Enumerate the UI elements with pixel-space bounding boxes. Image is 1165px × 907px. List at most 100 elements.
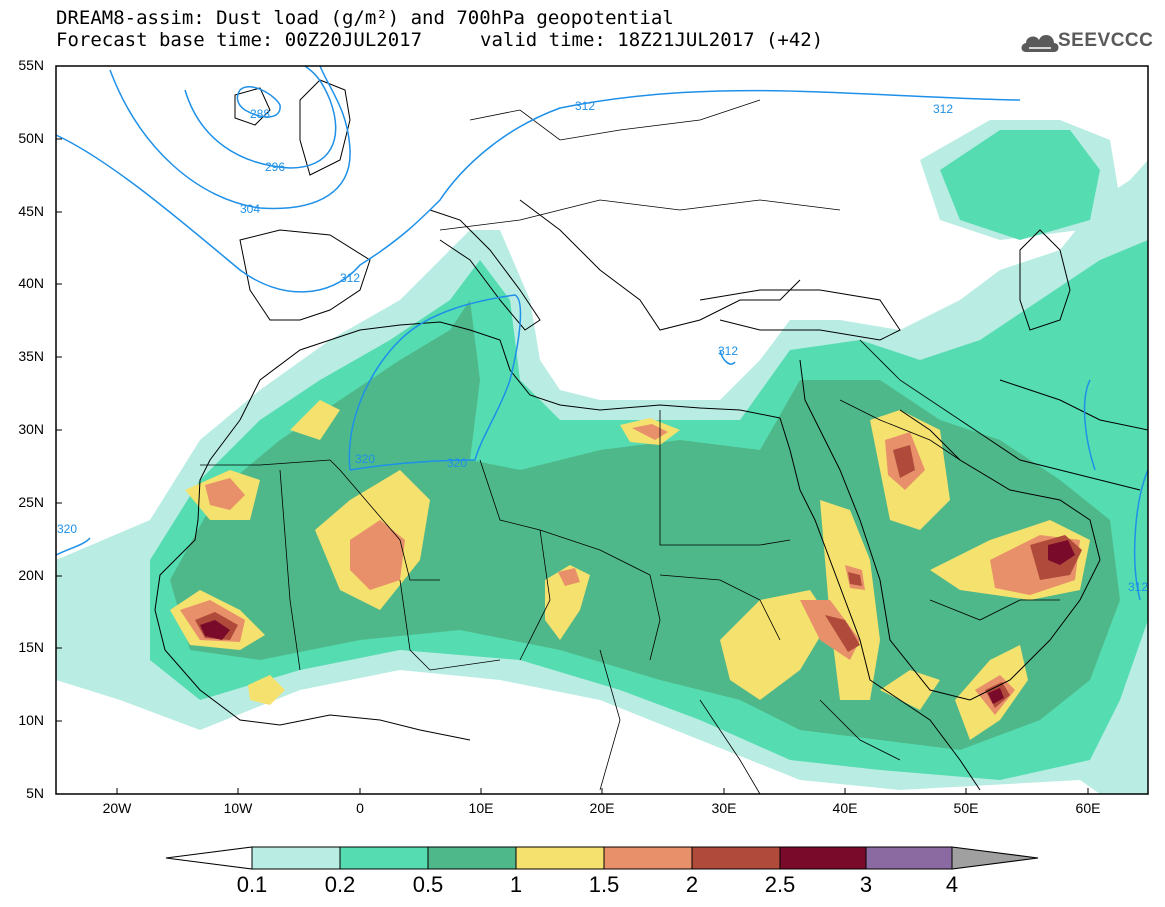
contour-label: 320 — [355, 452, 376, 466]
contour-label: 312 — [1128, 580, 1149, 594]
lat-label: 30N — [18, 421, 44, 437]
coastline-iran — [999, 379, 1149, 431]
forecast-base-time: Forecast base time: 00Z20JUL2017 — [56, 29, 423, 51]
lat-label: 25N — [18, 494, 44, 510]
valid-time: valid time: 18Z21JUL2017 (+42) — [480, 29, 824, 51]
colorbar-label: 1 — [509, 872, 523, 897]
borders — [200, 99, 1060, 795]
chart-title: DREAM8-assim: Dust load (g/m²) and 700hP… — [56, 7, 674, 29]
contour-label: 320 — [57, 522, 78, 536]
border-line — [439, 199, 841, 231]
lon-label: 10W — [223, 800, 253, 816]
contour-label: 312 — [340, 271, 361, 285]
dust-band-1.5 — [350, 520, 405, 590]
colorbar — [165, 846, 1039, 870]
dust-band-2.5 — [988, 688, 1004, 704]
lat-label: 55N — [18, 57, 44, 73]
colorbar-swatch — [427, 846, 517, 870]
dust-band-1 — [720, 590, 830, 700]
colorbar-swatch — [339, 846, 429, 870]
lon-label: 60E — [1075, 800, 1101, 816]
contour-label: 312 — [933, 102, 954, 116]
coastline-africa-atlantic — [154, 419, 471, 741]
lat-label: 50N — [18, 130, 44, 146]
logo-text: SEEVCCC — [1058, 30, 1154, 51]
dust-band-2 — [825, 615, 860, 652]
colorbar-label: 2 — [685, 872, 699, 897]
contour-label: 296 — [265, 160, 286, 174]
lat-label: 40N — [18, 275, 44, 291]
border-line — [399, 579, 501, 671]
coastlines — [154, 79, 1149, 791]
contour-320 — [348, 294, 522, 471]
border-line — [479, 459, 661, 661]
coastline-uk — [299, 79, 351, 176]
dust-band-1.5 — [205, 478, 245, 510]
coastline-turkey — [699, 289, 901, 341]
coastline-arabia — [799, 359, 1101, 701]
coastline-persian-gulf — [959, 419, 1141, 491]
dust-band-2 — [893, 445, 915, 478]
contour-label: 312 — [575, 99, 596, 113]
colorbar-label: 0.5 — [412, 872, 444, 897]
border-line — [469, 99, 761, 141]
dust-band-1 — [248, 675, 285, 705]
lat-label: 15N — [18, 639, 44, 655]
colorbar-swatch — [865, 846, 953, 870]
contour-320-west — [55, 537, 91, 556]
contour-label: 288 — [250, 107, 271, 121]
colorbar-swatch — [691, 846, 781, 870]
border-line — [859, 339, 961, 421]
lon-label: 50E — [953, 800, 979, 816]
dust-band-2.5 — [1048, 540, 1075, 565]
dust-band-1 — [880, 670, 940, 710]
lon-label: 10E — [468, 800, 494, 816]
contour-312-east2 — [1133, 469, 1149, 601]
lat-label: 10N — [18, 712, 44, 728]
coastline-ireland — [234, 87, 271, 126]
dust-field — [56, 120, 1148, 794]
lon-label: 20W — [102, 800, 132, 816]
lon-label: 20E — [589, 800, 615, 816]
dust-band-1 — [290, 400, 340, 440]
contour-312-east — [719, 349, 736, 365]
lon-label: 30E — [711, 800, 737, 816]
contour-312-east3 — [1083, 379, 1096, 471]
colorbar-label: 0.1 — [236, 872, 268, 897]
colorbar-label: 4 — [945, 872, 959, 897]
contour-label: 304 — [240, 202, 261, 216]
coastline-africa-west — [239, 321, 781, 421]
geopotential-contours — [55, 65, 1149, 601]
border-line — [519, 529, 551, 661]
axis-ticks — [56, 65, 1089, 794]
colorbar-swatch — [603, 846, 693, 870]
colorbar-label: 1.5 — [588, 872, 620, 897]
border-line — [819, 699, 901, 761]
coastline-europe — [239, 229, 371, 321]
lat-label: 45N — [18, 203, 44, 219]
lon-label: 0 — [356, 800, 364, 816]
border-line — [279, 469, 301, 671]
dust-band-0.2-north — [940, 130, 1100, 240]
border-line — [659, 574, 781, 641]
cloud-icon — [1021, 34, 1059, 52]
colorbar-label: 2.5 — [764, 872, 796, 897]
contour-312-west — [55, 89, 1021, 293]
colorbar-triangle-right — [951, 846, 1039, 870]
lat-label: 5N — [26, 785, 44, 801]
border-line — [200, 459, 440, 581]
contour-label: 320 — [447, 456, 468, 470]
border-line — [699, 699, 761, 795]
border-line — [839, 399, 961, 461]
colorbar-swatch — [515, 846, 605, 870]
colorbar-triangle-left — [165, 846, 253, 870]
border-line — [599, 649, 621, 791]
coastline-balkans — [519, 199, 801, 331]
dust-band-2 — [848, 572, 862, 586]
border-line — [929, 599, 1060, 621]
dust-band-0.5 — [170, 300, 1120, 750]
colorbar-swatch — [779, 846, 867, 870]
lat-label: 35N — [18, 348, 44, 364]
colorbar-label: 0.2 — [324, 872, 356, 897]
